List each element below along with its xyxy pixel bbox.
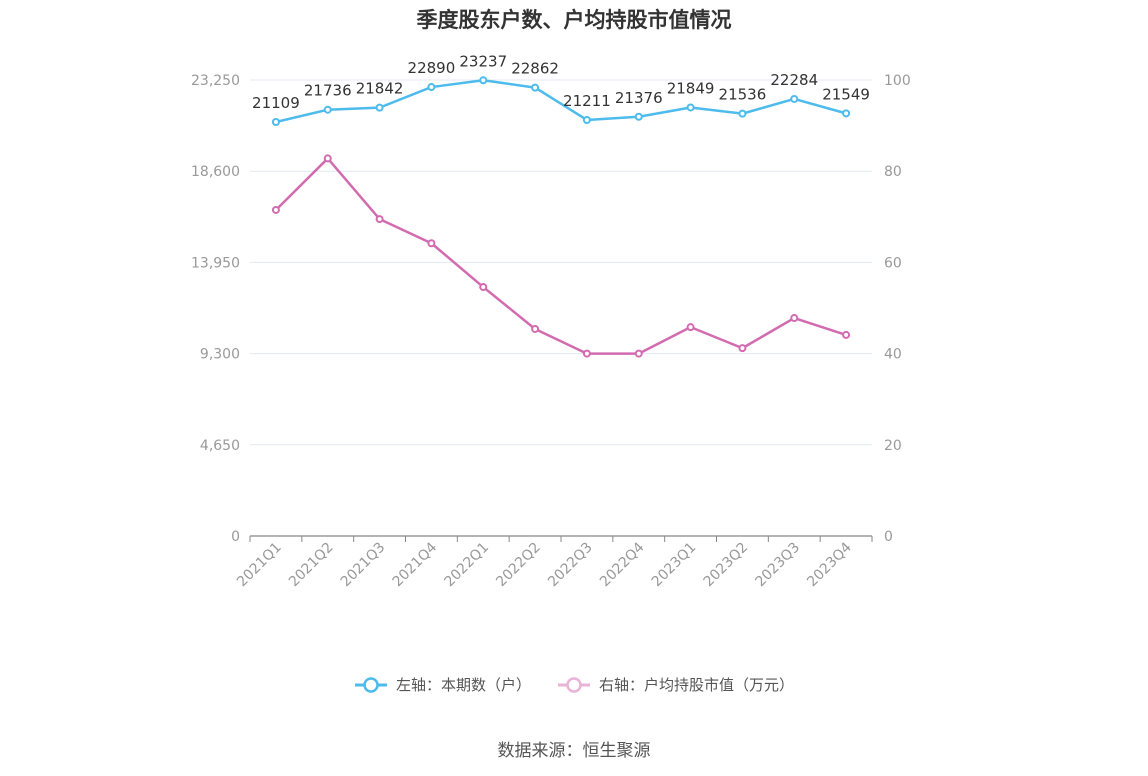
data-point-avg-value [634, 349, 643, 358]
data-point-holders [686, 103, 695, 112]
data-point-holders [790, 94, 799, 103]
data-label: 23237 [459, 52, 507, 70]
right-axis-tick-label: 0 [884, 529, 893, 545]
data-source: 数据来源：恒生聚源 [497, 741, 651, 761]
x-axis-tick-label: 2022Q4 [597, 539, 648, 590]
data-label: 21549 [822, 85, 870, 103]
data-label: 21736 [304, 82, 352, 100]
series-line-holders [275, 79, 847, 124]
right-axis-tick-label: 40 [884, 347, 902, 363]
x-axis-tick-label: 2022Q3 [545, 540, 596, 591]
data-point-avg-value [271, 205, 280, 214]
left-axis-tick-label: 18,600 [191, 164, 240, 180]
data-point-holders [427, 83, 436, 92]
left-axis-tick-label: 0 [231, 529, 240, 545]
data-label: 21109 [252, 94, 300, 112]
data-point-avg-value [790, 314, 799, 323]
right-axis-tick-label: 60 [884, 255, 902, 271]
data-point-avg-value [686, 323, 695, 332]
left-axis-tick-label: 23,250 [191, 73, 240, 89]
x-axis-tick-label: 2023Q1 [649, 540, 700, 591]
data-point-holders [375, 103, 384, 112]
legend-left-label: 左轴：本期数（户） [395, 676, 531, 694]
x-axis-tick-label: 2021Q2 [286, 540, 337, 591]
right-axis-tick-label: 80 [884, 164, 902, 180]
data-point-holders [738, 109, 747, 118]
data-point-avg-value [738, 344, 747, 353]
data-point-holders [634, 112, 643, 121]
data-point-avg-value [375, 215, 384, 224]
left-axis-tick-label: 9,300 [200, 347, 240, 363]
legend-item-right-series[interactable]: 右轴：户均持股市值（万元） [557, 674, 794, 695]
data-label: 21842 [356, 80, 404, 98]
data-point-avg-value [427, 239, 436, 248]
data-point-holders [531, 83, 540, 92]
chart-title: 季度股东户数、户均持股市值情况 [416, 8, 732, 32]
data-label: 22862 [511, 60, 559, 78]
data-point-avg-value [531, 324, 540, 333]
data-point-holders [479, 76, 488, 85]
x-axis-tick-label: 2023Q4 [804, 539, 855, 590]
x-axis-tick-label: 2021Q4 [390, 539, 441, 590]
x-axis-tick-label: 2022Q2 [493, 540, 544, 591]
legend-left-line-icon [354, 676, 387, 693]
data-label: 21211 [563, 92, 611, 110]
data-label: 22890 [408, 59, 456, 77]
legend-item-left-series[interactable]: 左轴：本期数（户） [354, 674, 531, 695]
x-axis-tick-label: 2023Q3 [752, 540, 803, 591]
data-point-holders [271, 117, 280, 126]
data-point-avg-value [582, 349, 591, 358]
legend: 左轴：本期数（户） 右轴：户均持股市值（万元） [0, 674, 1148, 695]
left-axis-tick-label: 4,650 [200, 438, 240, 454]
data-point-avg-value [842, 330, 851, 339]
right-axis-tick-label: 100 [884, 73, 911, 89]
data-point-avg-value [323, 154, 332, 163]
x-axis-tick-label: 2021Q3 [338, 540, 389, 591]
right-axis-tick-label: 20 [884, 438, 902, 454]
data-point-holders [323, 105, 332, 114]
data-label: 21849 [667, 79, 715, 97]
data-point-avg-value [479, 283, 488, 292]
x-axis-tick-label: 2022Q1 [441, 540, 492, 591]
x-axis-tick-label: 2023Q2 [701, 540, 752, 591]
legend-right-line-icon [558, 676, 590, 693]
data-point-holders [842, 109, 851, 118]
data-label: 22284 [770, 71, 818, 89]
left-axis-tick-label: 13,950 [191, 255, 240, 271]
data-point-holders [582, 115, 591, 124]
series-line-avg-value [275, 157, 847, 355]
x-axis-tick-label: 2021Q1 [234, 540, 285, 591]
data-label: 21376 [615, 89, 663, 107]
legend-right-label: 右轴：户均持股市值（万元） [599, 676, 795, 694]
data-label: 21536 [719, 86, 767, 104]
